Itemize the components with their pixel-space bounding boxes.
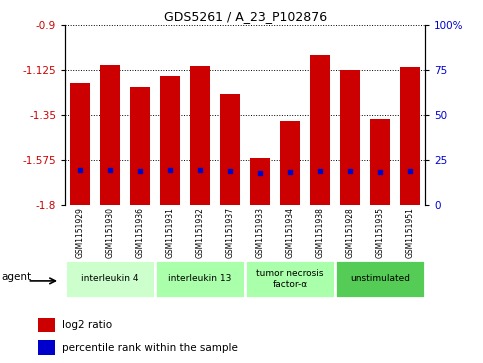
Text: agent: agent [1, 272, 31, 282]
Bar [280, 121, 300, 205]
Text: GSM1151931: GSM1151931 [166, 207, 175, 258]
Text: GSM1151935: GSM1151935 [376, 207, 384, 258]
Bar [400, 68, 420, 205]
Bar [335, 260, 425, 298]
Bar [341, 70, 360, 205]
Text: GSM1151936: GSM1151936 [136, 207, 145, 258]
Bar [71, 83, 90, 205]
Text: GSM1151930: GSM1151930 [106, 207, 114, 258]
Text: GSM1151933: GSM1151933 [256, 207, 265, 258]
Text: percentile rank within the sample: percentile rank within the sample [62, 343, 238, 352]
Bar [220, 94, 240, 205]
Text: GSM1151934: GSM1151934 [285, 207, 295, 258]
Text: interleukin 13: interleukin 13 [169, 274, 232, 284]
Bar [250, 158, 270, 205]
Text: GSM1151937: GSM1151937 [226, 207, 235, 258]
Bar [65, 260, 155, 298]
Bar [190, 66, 210, 205]
Bar [38, 340, 55, 355]
Title: GDS5261 / A_23_P102876: GDS5261 / A_23_P102876 [164, 10, 327, 23]
Text: GSM1151938: GSM1151938 [315, 207, 325, 258]
Text: GSM1151951: GSM1151951 [406, 207, 414, 258]
Bar [100, 65, 120, 205]
Text: GSM1151932: GSM1151932 [196, 207, 205, 258]
Text: GSM1151929: GSM1151929 [76, 207, 85, 258]
Text: log2 ratio: log2 ratio [62, 320, 112, 330]
Bar [160, 76, 180, 205]
Text: interleukin 4: interleukin 4 [82, 274, 139, 284]
Bar [311, 55, 330, 205]
Bar [155, 260, 245, 298]
Bar [38, 318, 55, 332]
Bar [370, 119, 390, 205]
Bar [245, 260, 335, 298]
Text: tumor necrosis
factor-α: tumor necrosis factor-α [256, 269, 324, 289]
Bar [130, 87, 150, 205]
Text: unstimulated: unstimulated [350, 274, 410, 284]
Text: GSM1151928: GSM1151928 [345, 207, 355, 258]
